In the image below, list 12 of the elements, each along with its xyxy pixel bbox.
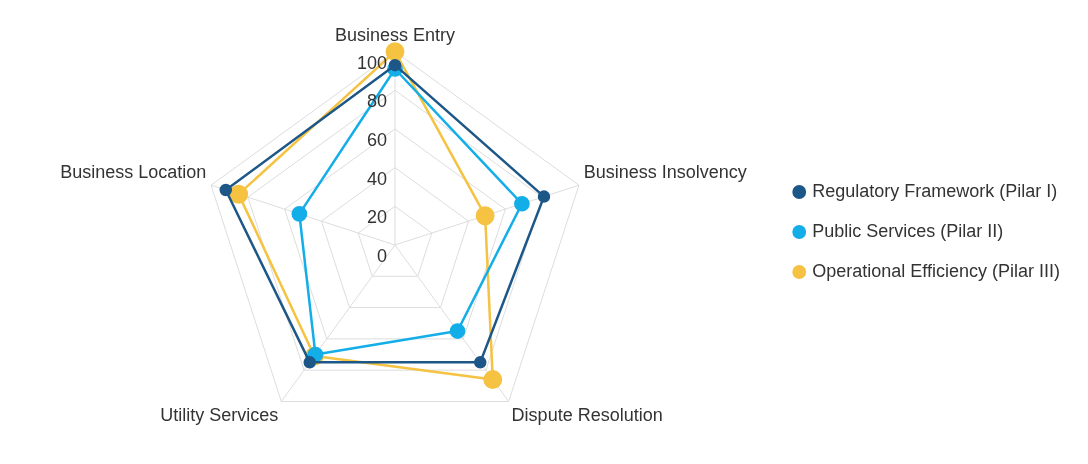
y-tick-label: 40	[366, 168, 387, 189]
legend-label: Public Services (Pilar II)	[812, 220, 1004, 241]
y-tick-label: 20	[366, 207, 387, 228]
spoke-label: Utility Services	[160, 405, 279, 426]
legend-label: Regulatory Framework (Pilar I)	[812, 180, 1058, 201]
y-tick-label: 0	[376, 245, 387, 266]
spoke-label: Business Location	[60, 161, 207, 182]
spoke-label: Dispute Resolution	[511, 405, 663, 426]
spoke-label: Business Entry	[334, 24, 456, 45]
spoke-label: Business Insolvency	[583, 161, 747, 182]
legend-label: Operational Efficiency (Pilar III)	[812, 260, 1060, 281]
y-tick-label: 60	[366, 129, 387, 150]
